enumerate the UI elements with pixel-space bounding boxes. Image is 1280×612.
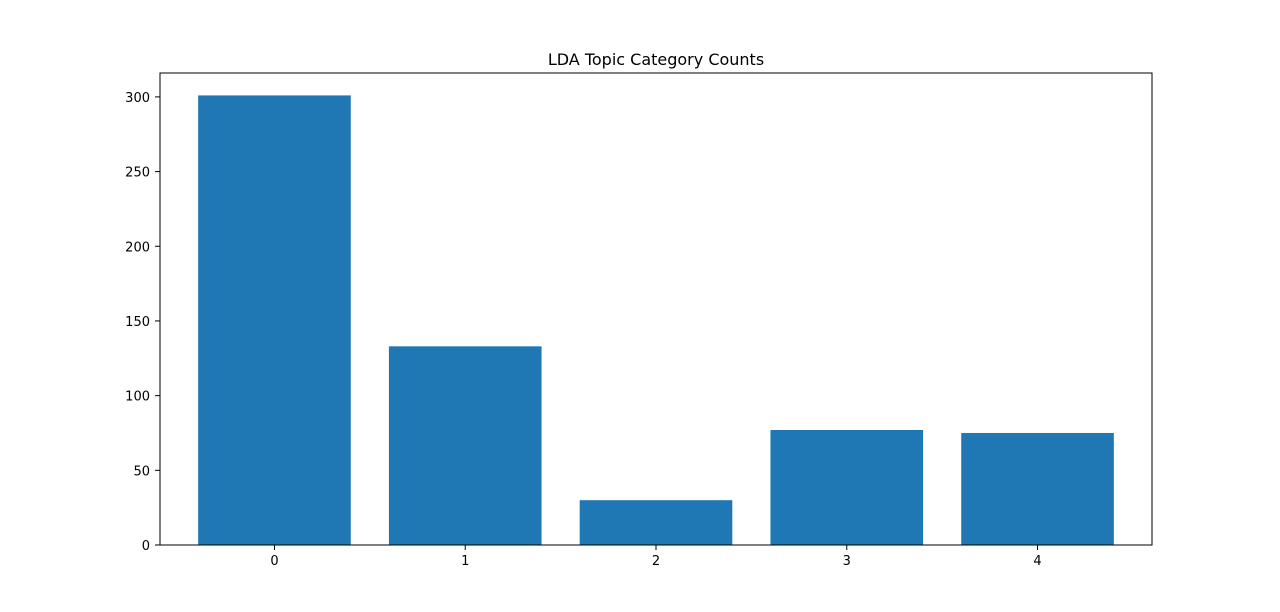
x-tick-label: 3 bbox=[843, 554, 851, 569]
bar-0 bbox=[198, 95, 351, 545]
y-tick-label: 300 bbox=[125, 91, 150, 106]
y-tick-label: 150 bbox=[125, 315, 150, 330]
bars-group bbox=[198, 95, 1114, 545]
x-tick-label: 0 bbox=[270, 554, 278, 569]
bar-1 bbox=[388, 346, 542, 545]
x-tick-label: 1 bbox=[461, 554, 469, 569]
bar-3 bbox=[770, 429, 924, 545]
y-tick-label: 250 bbox=[125, 166, 150, 181]
y-axis: 0 50 100 150 200 250 300 bbox=[125, 91, 160, 554]
x-axis: 0 1 2 3 4 bbox=[270, 545, 1042, 569]
y-tick-label: 200 bbox=[125, 240, 150, 255]
x-tick-label: 4 bbox=[1033, 554, 1041, 569]
plot-frame bbox=[159, 72, 1153, 546]
x-tick-label: 2 bbox=[652, 554, 660, 569]
y-tick-label: 0 bbox=[142, 539, 150, 554]
y-tick-label: 50 bbox=[133, 464, 150, 479]
bar-4 bbox=[961, 432, 1114, 545]
chart-title: LDA Topic Category Counts bbox=[548, 50, 764, 69]
y-tick-label: 100 bbox=[125, 390, 150, 405]
bar-2 bbox=[579, 500, 733, 545]
